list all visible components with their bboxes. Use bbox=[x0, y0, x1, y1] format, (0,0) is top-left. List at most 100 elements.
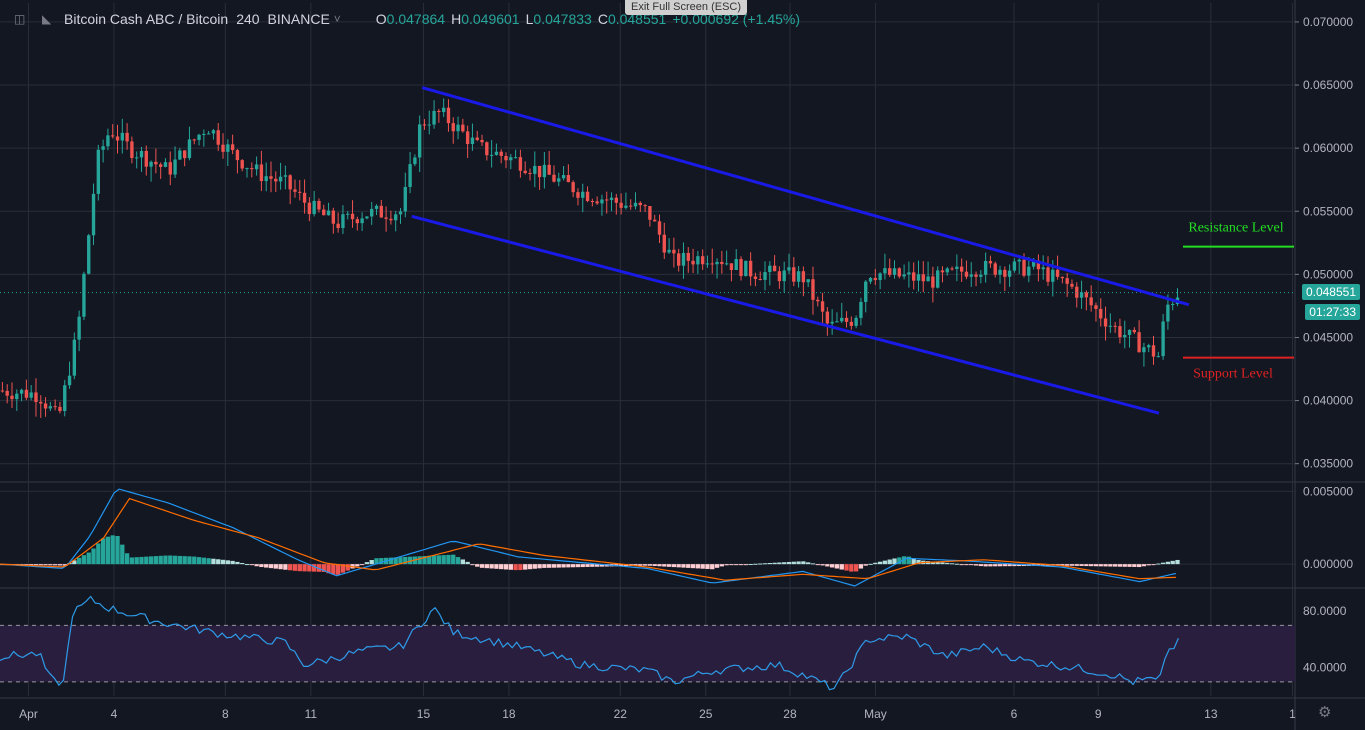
candle-body bbox=[1156, 356, 1160, 358]
candle-body bbox=[676, 253, 681, 266]
candle-body bbox=[700, 256, 705, 265]
macd-histogram-bar bbox=[580, 564, 585, 568]
settings-gear-icon[interactable]: ⚙ bbox=[1318, 704, 1332, 721]
candle-body bbox=[441, 107, 446, 113]
candle-body bbox=[408, 164, 412, 187]
macd-histogram-bar bbox=[758, 563, 763, 565]
macd-histogram-bar bbox=[388, 557, 394, 565]
macd-histogram-bar bbox=[705, 564, 710, 569]
macd-histogram-bar bbox=[355, 564, 360, 567]
macd-histogram-bar bbox=[594, 564, 600, 567]
macd-histogram-bar bbox=[1151, 564, 1156, 566]
macd-histogram-bar bbox=[124, 553, 130, 565]
macd-histogram-bar bbox=[1170, 560, 1175, 565]
candle-body bbox=[1079, 292, 1084, 298]
candle-body bbox=[437, 110, 441, 113]
candle-body bbox=[1171, 304, 1175, 306]
macd-histogram-bar bbox=[427, 555, 432, 565]
candle-body bbox=[753, 276, 758, 279]
rsi-tick-label: 40.0000 bbox=[1303, 661, 1347, 675]
chart-header: ◫ ◣ Bitcoin Cash ABC / Bitcoin 240 BINAN… bbox=[0, 0, 1295, 38]
candle-body bbox=[422, 124, 427, 126]
candle-body bbox=[346, 213, 350, 215]
candle-body bbox=[0, 390, 5, 392]
macd-histogram-bar bbox=[508, 564, 513, 570]
candle-body bbox=[590, 200, 595, 202]
candle-body bbox=[106, 135, 110, 147]
candle-body bbox=[389, 218, 393, 221]
time-tick-label: 22 bbox=[614, 707, 628, 721]
macd-histogram-bar bbox=[1079, 564, 1084, 566]
candle-body bbox=[748, 260, 753, 277]
macd-histogram-bar bbox=[139, 556, 144, 565]
candle-body bbox=[561, 175, 566, 179]
symbol-icon: ◣ bbox=[42, 12, 52, 26]
macd-histogram-bar bbox=[523, 564, 528, 570]
macd-histogram-bar bbox=[1012, 564, 1017, 567]
macd-histogram-bar bbox=[786, 561, 792, 565]
candle-body bbox=[897, 268, 901, 277]
macd-histogram-bar bbox=[100, 538, 106, 565]
macd-histogram-bar bbox=[1136, 564, 1142, 568]
macd-histogram-bar bbox=[326, 564, 331, 574]
exchange-label[interactable]: BINANCE bbox=[267, 11, 330, 27]
time-tick-label: 25 bbox=[699, 707, 713, 721]
macd-histogram-bar bbox=[254, 564, 259, 567]
macd-signal-line bbox=[0, 497, 1176, 581]
candle-body bbox=[940, 270, 945, 273]
candle-body bbox=[585, 191, 590, 201]
macd-histogram-bar bbox=[216, 559, 221, 565]
candle-body bbox=[1084, 292, 1089, 298]
candle-body bbox=[513, 157, 518, 159]
candle-body bbox=[1118, 326, 1122, 338]
candle-body bbox=[633, 202, 638, 207]
macd-histogram-bar bbox=[57, 564, 63, 566]
macd-histogram-bar bbox=[997, 564, 1003, 567]
candle-body bbox=[983, 260, 988, 275]
candle-body bbox=[595, 201, 599, 204]
macd-histogram-bar bbox=[777, 562, 782, 565]
collapse-icon[interactable]: ◫ bbox=[14, 12, 26, 26]
macd-histogram-bar bbox=[829, 564, 835, 568]
macd-histogram-bar bbox=[662, 564, 667, 567]
candle-body bbox=[24, 389, 29, 398]
macd-histogram-bar bbox=[599, 564, 605, 567]
macd-histogram-bar bbox=[431, 555, 437, 565]
macd-histogram-bar bbox=[748, 564, 753, 566]
macd-histogram-bar bbox=[1074, 564, 1079, 566]
candle-body bbox=[269, 176, 273, 179]
interval-label[interactable]: 240 bbox=[236, 11, 260, 27]
macd-histogram-bar bbox=[911, 558, 916, 565]
macd-histogram-bar bbox=[532, 564, 537, 569]
candle-body bbox=[144, 150, 148, 167]
macd-histogram-bar bbox=[590, 564, 595, 567]
candle-body bbox=[158, 164, 163, 167]
candle-body bbox=[1166, 304, 1170, 322]
candle-body bbox=[58, 406, 62, 412]
macd-histogram-bar bbox=[585, 564, 590, 567]
candle-body bbox=[648, 206, 652, 220]
candle-body bbox=[542, 164, 547, 178]
macd-histogram-bar bbox=[810, 563, 816, 565]
candle-body bbox=[710, 263, 714, 265]
macd-histogram-bar bbox=[853, 564, 859, 572]
candle-body bbox=[734, 259, 738, 271]
macd-histogram-bar bbox=[666, 564, 672, 567]
macd-histogram-bar bbox=[753, 563, 758, 565]
candle-body bbox=[840, 317, 844, 322]
candle-body bbox=[240, 160, 244, 169]
macd-histogram-bar bbox=[930, 561, 936, 565]
candle-body bbox=[504, 155, 508, 161]
macd-histogram-bar bbox=[556, 564, 561, 568]
exit-fullscreen-button[interactable]: Exit Full Screen (ESC) bbox=[625, 0, 748, 15]
macd-histogram-bar bbox=[379, 558, 384, 565]
candle-body bbox=[499, 151, 503, 156]
chevron-down-icon[interactable]: ˅ bbox=[333, 12, 341, 26]
macd-histogram-bar bbox=[244, 564, 250, 566]
candle-body bbox=[96, 149, 101, 194]
candle-body bbox=[902, 274, 906, 277]
symbol-name[interactable]: Bitcoin Cash ABC / Bitcoin bbox=[64, 11, 229, 27]
macd-histogram-bar bbox=[690, 564, 696, 569]
candle-body bbox=[581, 191, 585, 198]
